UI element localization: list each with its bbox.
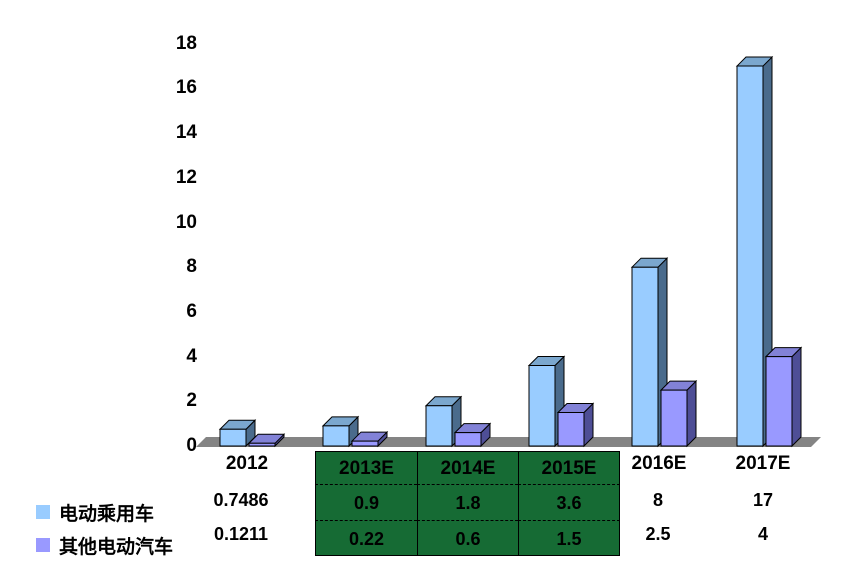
table-value-cell-other-ev-2015E: 1.5 xyxy=(518,520,620,556)
bar-passenger-ev-2012 xyxy=(218,419,257,448)
bar-passenger-ev-2014E xyxy=(424,395,463,448)
y-axis-tick-label: 18 xyxy=(175,32,197,54)
table-value-cell-passenger-ev-2015E: 3.6 xyxy=(518,484,620,520)
category-label-2016E: 2016E xyxy=(631,453,687,474)
y-axis-tick-label: 2 xyxy=(186,390,197,412)
table-value-cell-other-ev-2013E: 0.22 xyxy=(315,520,417,556)
category-label-2017E: 2017E xyxy=(735,453,791,474)
y-axis-tick-label: 10 xyxy=(175,211,197,233)
bar-passenger-ev-2017E xyxy=(735,55,774,448)
y-axis-tick-label: 8 xyxy=(186,256,197,278)
table-value-cell-other-ev-2014E: 0.6 xyxy=(417,520,518,556)
bar-other-ev-2012 xyxy=(247,433,286,448)
bar-other-ev-2013E xyxy=(350,430,389,448)
bar-passenger-ev-2015E xyxy=(527,355,566,448)
category-label-2012: 2012 xyxy=(225,453,269,474)
legend-item-other-ev: 其他电动汽车 xyxy=(36,534,174,558)
bar-passenger-ev-2013E xyxy=(321,415,360,448)
table-value-cell-passenger-ev-2012: 0.7486 xyxy=(213,490,269,510)
bar-other-ev-2014E xyxy=(453,422,492,448)
table-header-cell-2015E: 2015E xyxy=(518,451,620,484)
table-header-cell-2014E: 2014E xyxy=(417,451,518,484)
table-value-cell-other-ev-2016E: 2.5 xyxy=(645,524,671,544)
table-value-cell-other-ev-2017E: 4 xyxy=(757,524,768,544)
table-header-cell-2013E: 2013E xyxy=(315,451,417,484)
legend-label-other-ev: 其他电动汽车 xyxy=(59,536,174,558)
y-axis-tick-label: 12 xyxy=(175,166,197,188)
y-axis-tick-label: 16 xyxy=(175,77,197,99)
bar-other-ev-2015E xyxy=(556,402,595,448)
y-axis-tick-label: 14 xyxy=(175,122,197,144)
table-value-cell-passenger-ev-2016E: 8 xyxy=(652,490,663,510)
legend-key-swatch-other-ev xyxy=(36,538,50,552)
bar-other-ev-2016E xyxy=(659,379,698,448)
bar-passenger-ev-2016E xyxy=(630,256,669,448)
y-axis-tick-label: 4 xyxy=(186,345,197,367)
bar-other-ev-2017E xyxy=(764,346,803,448)
chart-floor xyxy=(196,437,821,447)
legend-key-swatch-passenger-ev xyxy=(36,505,50,519)
table-value-cell-passenger-ev-2014E: 1.8 xyxy=(417,484,518,520)
table-value-cell-passenger-ev-2017E: 17 xyxy=(752,490,774,510)
y-axis-tick-label: 6 xyxy=(186,300,197,322)
legend-label-passenger-ev: 电动乘用车 xyxy=(59,503,155,525)
legend-item-passenger-ev: 电动乘用车 xyxy=(36,501,155,525)
table-value-cell-passenger-ev-2013E: 0.9 xyxy=(315,484,417,520)
y-axis-tick-label: 0 xyxy=(186,435,197,456)
table-value-cell-other-ev-2012: 0.1211 xyxy=(213,524,269,544)
